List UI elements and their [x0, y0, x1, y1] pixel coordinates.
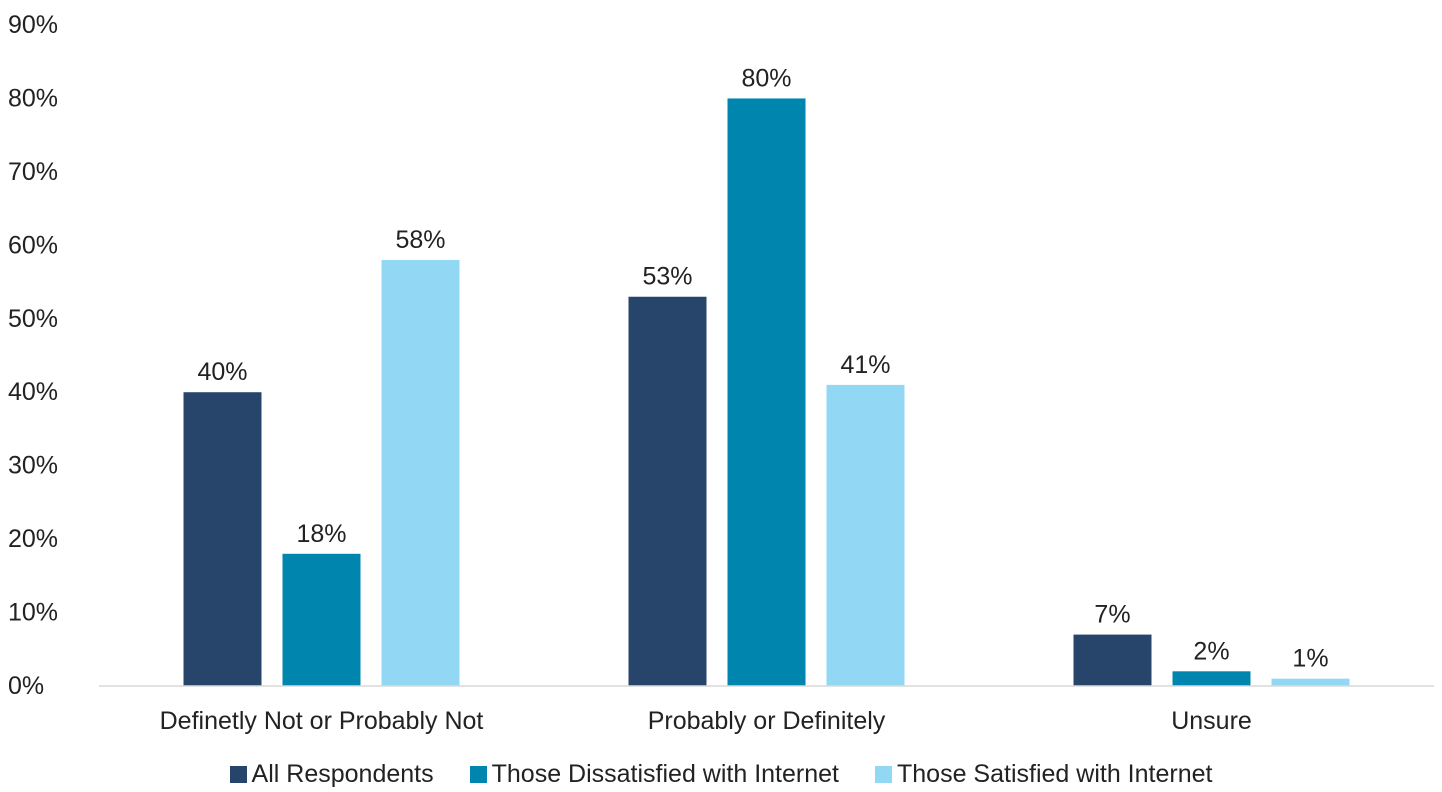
y-tick-label: 40%	[8, 378, 58, 406]
legend-swatch	[229, 765, 247, 783]
bars-group	[183, 98, 1350, 686]
bar	[1172, 671, 1251, 686]
y-tick-label: 50%	[8, 305, 58, 333]
y-tick-label: 10%	[8, 599, 58, 627]
data-label: 40%	[197, 358, 247, 386]
bar	[1271, 678, 1350, 686]
bar	[727, 98, 806, 686]
y-tick-label: 70%	[8, 158, 58, 186]
legend: All Respondents Those Dissatisfied with …	[0, 757, 1442, 791]
legend-swatch	[469, 765, 487, 783]
data-label: 53%	[642, 263, 692, 291]
data-labels-group: 40% 18% 58% 53% 80% 41% 7% 2% 1%	[197, 64, 1328, 672]
data-label: 58%	[395, 226, 445, 254]
y-tick-label: 90%	[8, 11, 58, 39]
data-label: 7%	[1094, 601, 1130, 629]
y-tick-label: 0%	[8, 672, 44, 700]
bar	[381, 260, 460, 686]
y-tick-label: 30%	[8, 452, 58, 480]
bar	[1073, 634, 1152, 686]
x-tick-label: Probably or Definitely	[648, 707, 886, 735]
legend-label: All Respondents	[251, 759, 434, 788]
legend-label: Those Satisfied with Internet	[897, 759, 1213, 788]
data-label: 41%	[840, 351, 890, 379]
x-tick-label: Unsure	[1171, 707, 1252, 735]
bar	[826, 384, 905, 686]
x-axis: Definetly Not or Probably Not Probably or…	[160, 707, 1252, 735]
bar	[282, 553, 361, 686]
y-tick-label: 80%	[8, 84, 58, 112]
legend-item-all-respondents: All Respondents	[229, 759, 434, 789]
legend-item-dissatisfied: Those Dissatisfied with Internet	[469, 759, 839, 789]
data-label: 18%	[296, 520, 346, 548]
y-tick-label: 60%	[8, 231, 58, 259]
bar	[183, 392, 262, 686]
legend-label: Those Dissatisfied with Internet	[491, 759, 839, 788]
data-label: 80%	[741, 64, 791, 92]
bar	[628, 296, 707, 686]
x-tick-label: Definetly Not or Probably Not	[160, 707, 484, 735]
y-tick-label: 20%	[8, 525, 58, 553]
data-label: 2%	[1193, 637, 1229, 665]
legend-swatch	[875, 765, 892, 783]
data-label: 1%	[1292, 645, 1328, 673]
y-axis: 0% 10% 20% 30% 40% 50% 60% 70% 80% 90%	[8, 11, 58, 700]
legend-item-satisfied: Those Satisfied with Internet	[875, 760, 1212, 789]
